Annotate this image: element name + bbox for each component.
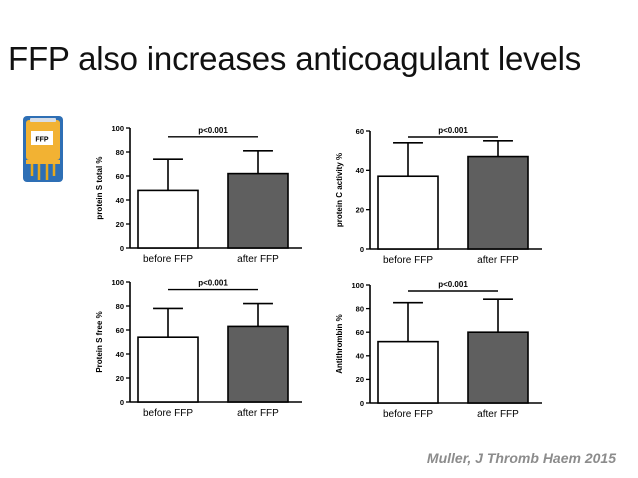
y-tick-label: 40 [116,350,124,359]
y-axis-label: protein C activity % [335,153,344,227]
category-label: before FFP [383,255,433,266]
citation: Muller, J Thromb Haem 2015 [426,450,616,466]
y-tick-label: 100 [111,124,124,133]
y-tick-label: 100 [351,281,364,290]
chart-protein-s-free: 0 20 40 60 80 100 Protein S free % before FFP af… [95,278,302,419]
bar-before-ffp [137,336,199,403]
bar-before-ffp [377,340,439,404]
y-tick-label: 60 [356,328,364,337]
category-label: after FFP [237,408,279,419]
category-label: before FFP [383,409,433,420]
y-tick-label: 60 [116,172,124,181]
y-tick-label: 80 [116,148,124,157]
bar-after-ffp [467,155,529,250]
bar-after-ffp [227,172,289,249]
p-value-label: p<0.001 [438,280,468,289]
y-tick-label: 0 [360,399,364,408]
y-tick-label: 80 [356,304,364,313]
category-label: before FFP [143,254,193,265]
ffp-bag-label: FFP [35,137,49,144]
bar-before-ffp [137,189,199,249]
p-value-label: p<0.001 [198,279,228,288]
category-label: after FFP [477,409,519,420]
category-label: before FFP [143,408,193,419]
y-tick-label: 60 [116,326,124,335]
y-tick-label: 0 [120,244,124,253]
y-tick-label: 80 [116,302,124,311]
bar-after-ffp [227,325,289,403]
p-value-label: p<0.001 [438,126,468,135]
slide-title: FFP also increases anticoagulant levels [8,40,582,77]
y-axis-label: Antithrombin % [335,314,344,374]
y-tick-label: 40 [116,196,124,205]
category-label: after FFP [237,254,279,265]
y-tick-label: 0 [360,245,364,254]
chart-antithrombin: 0 20 40 60 80 100 Antithrombin % before FFP afte… [335,280,542,420]
y-tick-label: 20 [116,374,124,383]
p-value-label: p<0.001 [198,126,228,135]
y-axis-label: protein S total % [95,156,104,219]
y-tick-label: 20 [356,205,364,214]
y-tick-label: 20 [116,220,124,229]
chart-protein-c-activity: 0 20 40 60 protein C activity % before FFP aft… [335,126,542,266]
y-tick-label: 40 [356,166,364,175]
y-tick-label: 20 [356,375,364,384]
chart-protein-s-total: 0 20 40 60 80 100 protein S total % before FFP a… [95,124,302,265]
y-tick-label: 0 [120,398,124,407]
category-label: after FFP [477,255,519,266]
y-tick-label: 60 [356,127,364,136]
bar-after-ffp [467,331,529,404]
y-axis-label: Protein S free % [95,311,104,372]
y-tick-label: 40 [356,352,364,361]
bar-before-ffp [377,175,439,250]
y-tick-label: 100 [111,278,124,287]
ffp-bag-icon: FFP [23,116,63,182]
